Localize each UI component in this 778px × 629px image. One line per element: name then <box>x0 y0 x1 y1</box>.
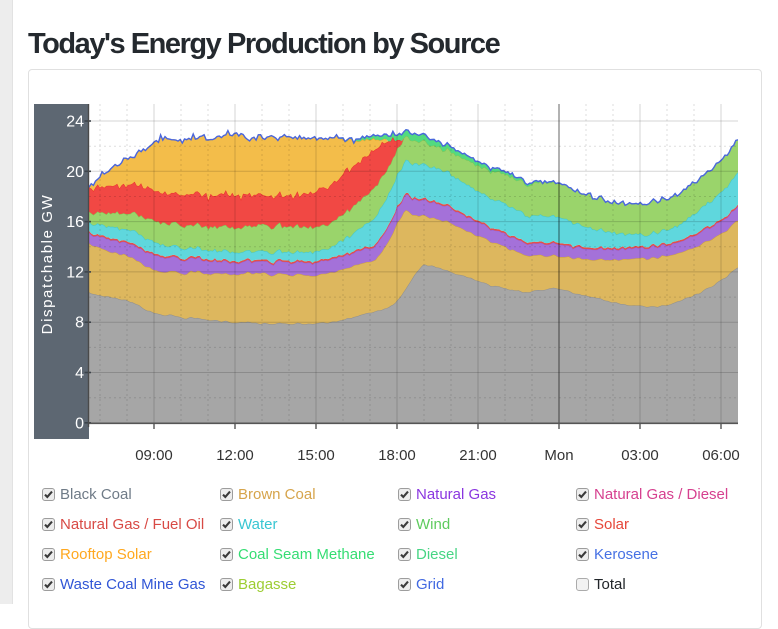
svg-text:4: 4 <box>75 365 84 382</box>
svg-text:03:00: 03:00 <box>621 447 659 464</box>
svg-text:0: 0 <box>75 415 84 432</box>
svg-text:24: 24 <box>66 114 84 131</box>
svg-text:16: 16 <box>66 214 84 231</box>
svg-text:21:00: 21:00 <box>459 447 497 464</box>
svg-text:20: 20 <box>66 164 84 181</box>
svg-text:Dispatchable GW: Dispatchable GW <box>39 194 56 335</box>
svg-text:12: 12 <box>66 264 84 281</box>
svg-text:12:00: 12:00 <box>216 447 254 464</box>
svg-text:15:00: 15:00 <box>297 447 335 464</box>
svg-text:Mon: Mon <box>544 447 573 464</box>
svg-text:06:00: 06:00 <box>702 447 740 464</box>
svg-text:8: 8 <box>75 315 84 332</box>
svg-text:18:00: 18:00 <box>378 447 416 464</box>
svg-text:09:00: 09:00 <box>135 447 173 464</box>
